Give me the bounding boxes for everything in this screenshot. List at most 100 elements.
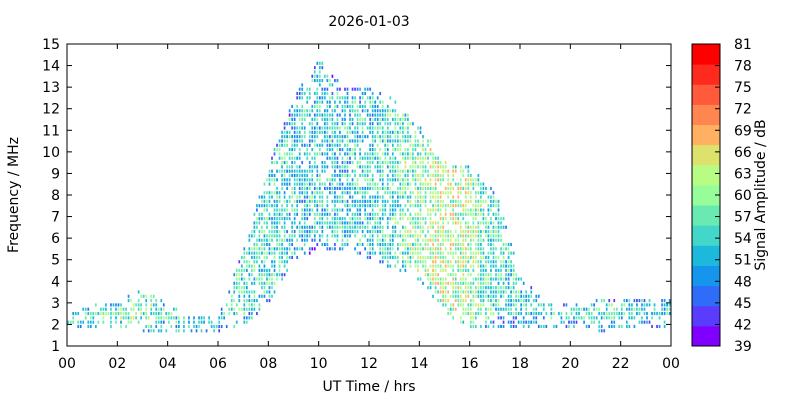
signal-cell [296, 135, 299, 139]
signal-cell [417, 204, 419, 208]
signal-cell [354, 173, 356, 178]
signal-cell [346, 173, 349, 178]
signal-cell [490, 303, 492, 307]
signal-cell [341, 238, 344, 242]
signal-cell [641, 320, 643, 324]
signal-cell [432, 165, 434, 169]
signal-cell [477, 273, 480, 277]
signal-cell [414, 173, 417, 178]
signal-cell [402, 238, 404, 242]
signal-cell [457, 199, 460, 203]
signal-cell [331, 182, 334, 186]
signal-cell [369, 204, 372, 208]
signal-cell [361, 135, 364, 139]
signal-cell [318, 79, 321, 83]
signal-cell [404, 247, 407, 251]
signal-cell [502, 247, 505, 251]
signal-cell [261, 230, 263, 234]
signal-cell [469, 251, 472, 255]
signal-cell [72, 316, 75, 320]
signal-cell [490, 268, 492, 272]
signal-cell [356, 104, 359, 109]
signal-cell [371, 130, 374, 134]
signal-cell [434, 191, 437, 195]
signal-cell [293, 234, 296, 238]
signal-cell [334, 156, 336, 160]
signal-cell [653, 307, 656, 311]
signal-cell [349, 204, 351, 208]
signal-cell [193, 320, 195, 324]
signal-cell [356, 208, 359, 212]
signal-cell [329, 113, 331, 117]
signal-cell [303, 191, 306, 195]
signal-cell [631, 316, 633, 320]
signal-cell [326, 113, 329, 117]
signal-cell [223, 316, 226, 320]
signal-cell [402, 217, 404, 221]
signal-cell [354, 100, 356, 104]
x-tick-label: 02 [108, 356, 126, 372]
signal-cell [663, 307, 666, 311]
signal-cell [281, 251, 283, 255]
signal-cell [409, 165, 412, 169]
signal-cell [467, 208, 470, 212]
signal-cell [505, 260, 507, 264]
signal-cell [507, 268, 510, 272]
signal-cell [600, 299, 603, 303]
signal-cell [266, 178, 268, 182]
signal-cell [296, 109, 299, 113]
signal-cell [454, 199, 457, 203]
signal-cell [311, 156, 314, 160]
signal-cell [507, 264, 510, 268]
signal-cell [396, 122, 399, 126]
signal-cell [308, 204, 311, 208]
signal-cell [291, 195, 293, 199]
signal-cell [661, 307, 663, 311]
signal-cell [178, 324, 180, 329]
signal-cell [271, 273, 273, 277]
x-tick-label: 06 [209, 356, 227, 372]
signal-cell [321, 130, 324, 134]
signal-cell [469, 290, 472, 294]
signal-cell [150, 329, 153, 333]
signal-cell [258, 303, 261, 307]
signal-cell [339, 186, 341, 190]
signal-cell [444, 247, 447, 251]
signal-cell [464, 268, 467, 272]
signal-cell [643, 307, 646, 311]
signal-cell [276, 225, 278, 229]
signal-cell [467, 273, 470, 277]
signal-cell [376, 217, 379, 221]
signal-cell [334, 247, 336, 251]
signal-cell [132, 316, 135, 320]
signal-cell [331, 247, 334, 251]
signal-cell [364, 87, 366, 91]
signal-cell [346, 135, 349, 139]
signal-cell [424, 242, 427, 247]
signal-cell [568, 316, 570, 320]
signal-cell [462, 208, 465, 212]
signal-cell [490, 195, 492, 199]
signal-cell [535, 311, 538, 316]
signal-cell [84, 316, 87, 320]
signal-cell [361, 126, 364, 130]
signal-cell [291, 204, 293, 208]
signal-cell [344, 104, 346, 109]
signal-cell [505, 277, 507, 281]
signal-cell [434, 178, 437, 182]
signal-cell [492, 195, 495, 199]
signal-cell [369, 87, 372, 91]
signal-cell [502, 255, 505, 260]
signal-cell [417, 126, 419, 130]
signal-cell [371, 152, 374, 156]
signal-cell [354, 225, 356, 229]
signal-cell [311, 117, 314, 121]
signal-cell [326, 148, 329, 152]
signal-cell [125, 324, 127, 329]
signal-cell [261, 212, 263, 216]
signal-cell [462, 299, 465, 303]
signal-cell [419, 251, 422, 255]
signal-cell [371, 156, 374, 160]
signal-cell [459, 221, 462, 225]
signal-cell [633, 316, 636, 320]
